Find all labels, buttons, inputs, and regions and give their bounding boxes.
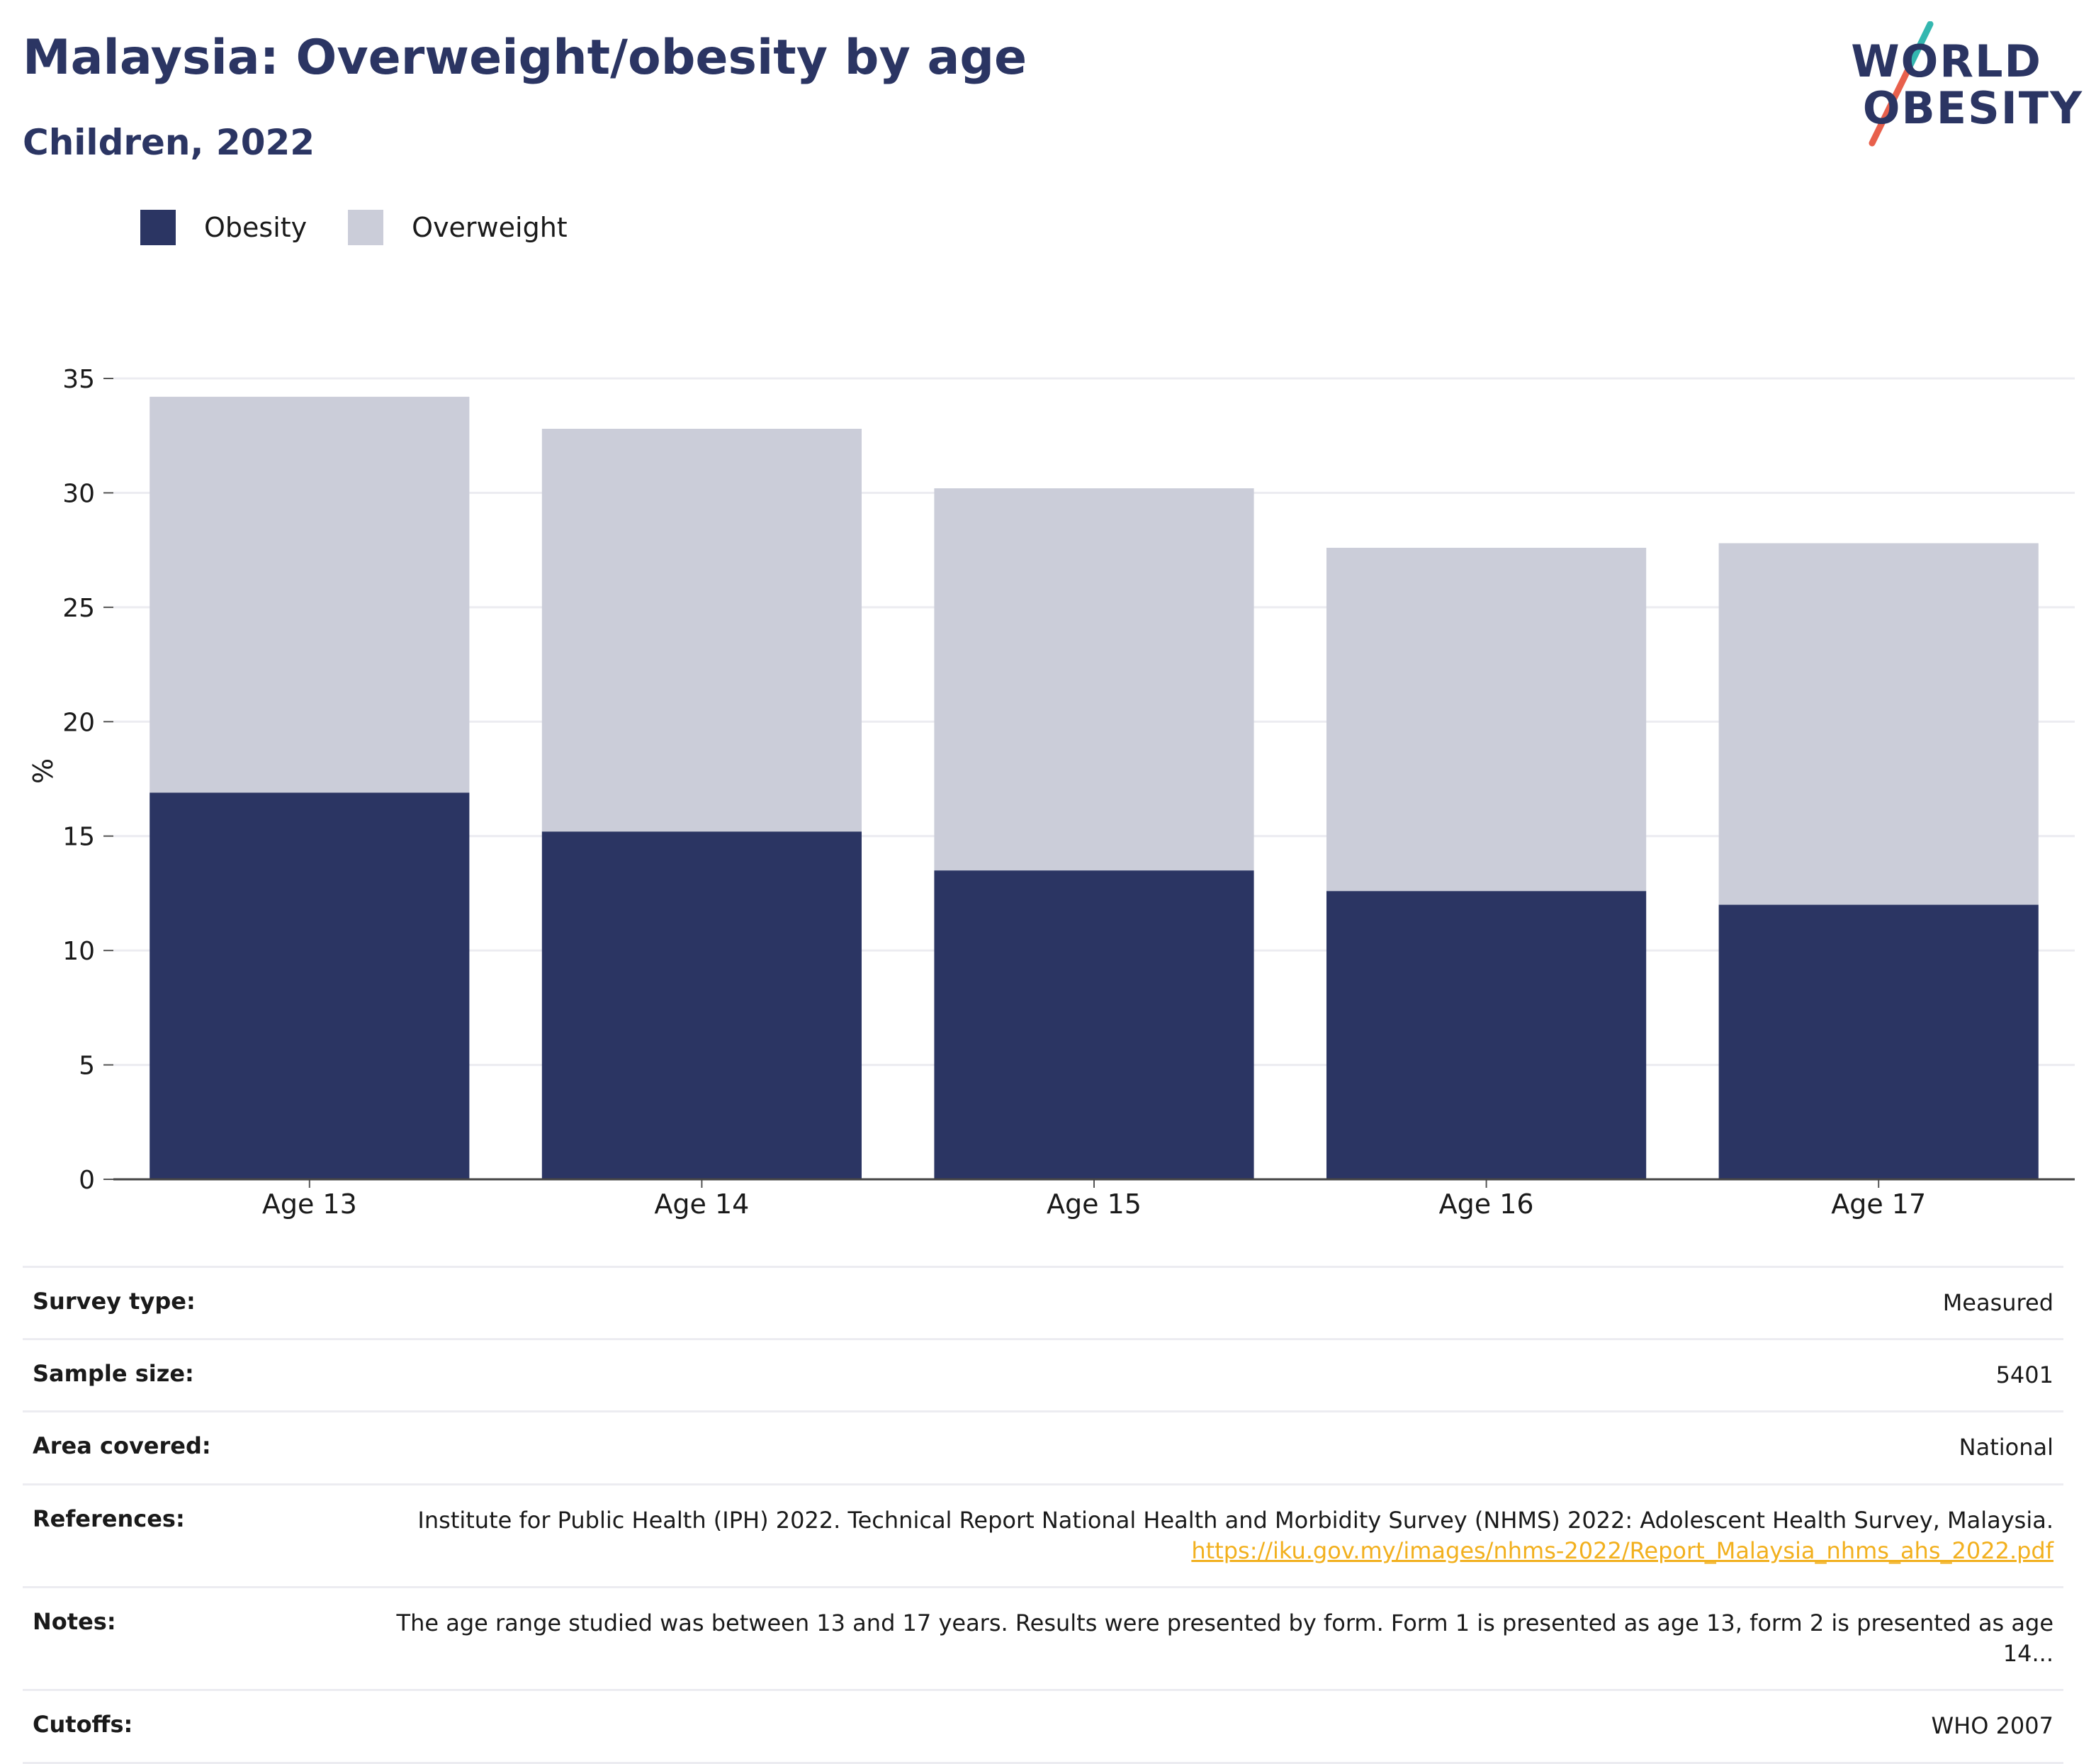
- info-row-sample-size: Sample size: 5401: [23, 1339, 2063, 1412]
- bar-obesity-age-14[interactable]: [541, 831, 862, 1179]
- bar-overweight-age-16[interactable]: [1326, 547, 1647, 892]
- logo-text-obesity: OBESITY: [1862, 82, 2083, 134]
- logo-text-world: WORLD: [1851, 35, 2042, 87]
- info-row-references: References: Institute for Public Health …: [23, 1484, 2063, 1587]
- legend-item-obesity[interactable]: Obesity: [140, 210, 307, 245]
- chart-bars: [150, 396, 2039, 1179]
- info-key: Sample size:: [33, 1360, 194, 1388]
- info-key: Area covered:: [33, 1432, 211, 1460]
- info-key: Notes:: [33, 1607, 116, 1635]
- bar-obesity-age-15[interactable]: [934, 870, 1254, 1179]
- info-value: WHO 2007: [1931, 1712, 2054, 1740]
- y-tick-label: 15: [62, 823, 95, 852]
- chart-legend: Obesity Overweight: [140, 210, 609, 245]
- bar-obesity-age-13[interactable]: [150, 792, 470, 1179]
- stacked-bar-chart: 0 5 10 15 20 25 30 35 Age 13 Age 14 Age 15 Age 16 Ag…: [28, 365, 2075, 1220]
- bar-overweight-age-14[interactable]: [541, 429, 862, 832]
- legend-label-overweight: Overweight: [412, 212, 568, 243]
- info-value: National: [1959, 1434, 2053, 1461]
- info-value: The age range studied was between 13 and…: [396, 1609, 2053, 1668]
- y-tick-label: 25: [62, 594, 95, 623]
- bar-overweight-age-15[interactable]: [934, 488, 1254, 871]
- y-tick-label: 20: [62, 708, 95, 737]
- logo-slash-teal: [1904, 21, 1934, 74]
- logo-slash-icon: [1869, 21, 1934, 147]
- info-row-notes: Notes: The age range studied was between…: [23, 1587, 2063, 1690]
- info-key: Survey type:: [33, 1288, 196, 1315]
- legend-swatch-overweight: [348, 210, 384, 245]
- reference-text: Institute for Public Health (IPH) 2022. …: [417, 1506, 2053, 1534]
- legend-swatch-obesity: [140, 210, 176, 245]
- info-value: Measured: [1942, 1289, 2053, 1316]
- y-tick-label: 35: [62, 365, 95, 394]
- y-axis-label: %: [28, 758, 59, 784]
- x-tick-label: Age 16: [1439, 1189, 1534, 1220]
- legend-item-overweight[interactable]: Overweight: [348, 210, 568, 245]
- logo-slash-coral: [1869, 67, 1911, 147]
- bar-overweight-age-17[interactable]: [1718, 543, 2039, 905]
- info-row-cutoffs: Cutoffs: WHO 2007: [23, 1690, 2063, 1763]
- info-key: References:: [33, 1505, 185, 1532]
- bar-overweight-age-13[interactable]: [150, 396, 470, 793]
- info-row-area-covered: Area covered: National: [23, 1411, 2063, 1484]
- y-tick-label: 30: [62, 479, 95, 508]
- chart-axes: 0 5 10 15 20 25 30 35 Age 13 Age 14 Age 15 Age 16 Ag…: [62, 365, 2075, 1220]
- reference-link[interactable]: https://iku.gov.my/images/nhms-2022/Repo…: [1191, 1537, 2053, 1564]
- y-tick-label: 5: [79, 1052, 95, 1081]
- bar-obesity-age-17[interactable]: [1718, 904, 2039, 1179]
- legend-label-obesity: Obesity: [204, 212, 308, 243]
- x-tick-label: Age 14: [654, 1189, 749, 1220]
- x-tick-label: Age 13: [262, 1189, 357, 1220]
- x-tick-label: Age 15: [1047, 1189, 1142, 1220]
- world-obesity-logo: WORLD OBESITY: [1842, 21, 2083, 149]
- page-subtitle: Children, 2022: [23, 122, 315, 163]
- y-tick-label: 10: [62, 937, 95, 966]
- survey-info-table: Survey type: Measured Sample size: 5401 …: [23, 1266, 2063, 1764]
- info-value-references: Institute for Public Health (IPH) 2022. …: [340, 1484, 2063, 1587]
- page-title: Malaysia: Overweight/obesity by age: [23, 30, 1027, 86]
- y-tick-label: 0: [79, 1166, 95, 1195]
- info-key: Cutoffs:: [33, 1711, 133, 1738]
- x-tick-label: Age 17: [1831, 1189, 1926, 1220]
- info-value: 5401: [1995, 1361, 2053, 1389]
- info-row-survey-type: Survey type: Measured: [23, 1266, 2063, 1339]
- bar-obesity-age-16[interactable]: [1326, 891, 1647, 1179]
